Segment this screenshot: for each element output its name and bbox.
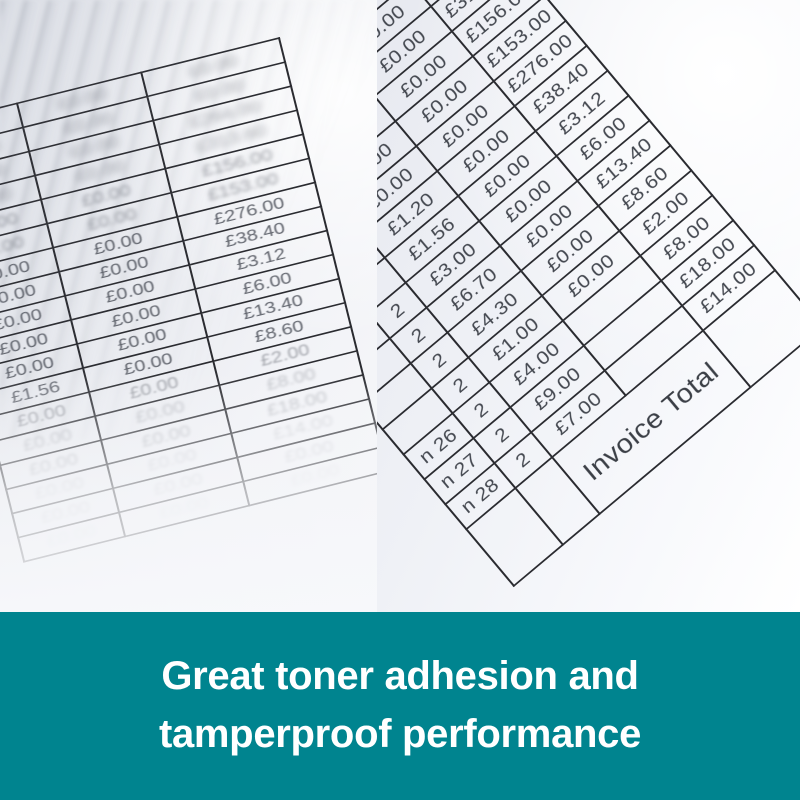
right-photo-crisp-print: £0.00£0.00£264.£0.00£0.00£313.60£0.00£0.… [377,0,800,612]
caption-line-1: Great toner adhesion and [161,654,639,699]
right-invoice-sheet: £0.00£0.00£264.£0.00£0.00£313.60£0.00£0.… [377,0,800,587]
caption-line-2: tamperproof performance [158,712,642,756]
left-invoice-sheet: £0.00£0.00£0.00£0.00£0.00£0.00£0.00£0.00… [0,37,377,563]
caption-text: Great toner adhesion and tamperproof per… [159,648,641,763]
caption-banner: Great toner adhesion and tamperproof per… [0,612,800,800]
invoice-table-crisp: £0.00£0.00£264.£0.00£0.00£313.60£0.00£0.… [377,0,800,587]
invoice-table-smudged: £0.00£0.00£0.00£0.00£0.00£0.00£0.00£0.00… [0,37,377,563]
left-photo-smudged-print: £0.00£0.00£0.00£0.00£0.00£0.00£0.00£0.00… [0,0,377,612]
